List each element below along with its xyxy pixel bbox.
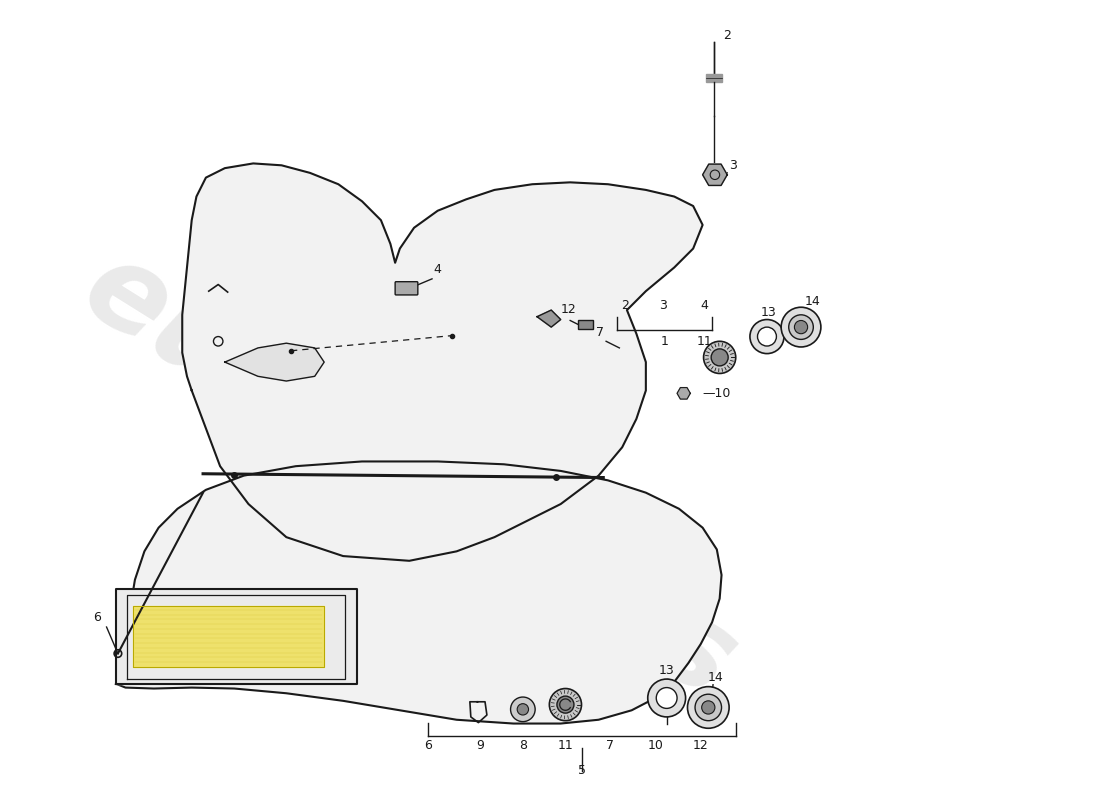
Text: 11: 11 bbox=[558, 739, 573, 752]
Circle shape bbox=[711, 349, 728, 366]
Polygon shape bbox=[537, 310, 561, 327]
FancyBboxPatch shape bbox=[395, 282, 418, 295]
Circle shape bbox=[695, 694, 722, 721]
Polygon shape bbox=[116, 589, 358, 684]
Circle shape bbox=[750, 319, 784, 354]
Circle shape bbox=[510, 697, 536, 722]
Circle shape bbox=[794, 321, 807, 334]
Text: 3: 3 bbox=[659, 299, 667, 312]
Circle shape bbox=[704, 342, 736, 374]
Text: 5: 5 bbox=[578, 764, 585, 777]
Text: eurospares: eurospares bbox=[63, 229, 756, 722]
Text: 12: 12 bbox=[560, 303, 576, 316]
Polygon shape bbox=[703, 164, 727, 186]
Text: 12: 12 bbox=[693, 739, 708, 752]
Text: 14: 14 bbox=[708, 671, 724, 684]
Text: 13: 13 bbox=[761, 306, 777, 318]
Text: 1: 1 bbox=[661, 335, 669, 348]
Text: 6: 6 bbox=[94, 611, 101, 624]
Polygon shape bbox=[116, 462, 722, 723]
Circle shape bbox=[549, 689, 582, 721]
Text: 14: 14 bbox=[804, 295, 821, 308]
Polygon shape bbox=[133, 606, 324, 666]
Circle shape bbox=[517, 704, 528, 715]
Text: a passion for parts since 1985: a passion for parts since 1985 bbox=[234, 417, 641, 686]
Text: 11: 11 bbox=[696, 335, 713, 348]
Circle shape bbox=[657, 687, 678, 708]
Polygon shape bbox=[678, 387, 691, 399]
Circle shape bbox=[702, 701, 715, 714]
Text: 2: 2 bbox=[621, 299, 629, 312]
Circle shape bbox=[648, 679, 685, 717]
Text: 2: 2 bbox=[724, 29, 732, 42]
Circle shape bbox=[781, 307, 821, 347]
Text: 10: 10 bbox=[648, 739, 663, 752]
Circle shape bbox=[758, 327, 777, 346]
Bar bbox=[706, 74, 722, 82]
Text: 7: 7 bbox=[596, 326, 604, 338]
Circle shape bbox=[789, 315, 813, 339]
Circle shape bbox=[557, 696, 574, 713]
Text: 4: 4 bbox=[433, 263, 441, 276]
Polygon shape bbox=[183, 163, 703, 561]
Circle shape bbox=[688, 686, 729, 728]
Text: 9: 9 bbox=[476, 739, 484, 752]
Text: 4: 4 bbox=[701, 299, 708, 312]
Text: 13: 13 bbox=[659, 664, 674, 678]
Text: 8: 8 bbox=[519, 739, 527, 752]
Bar bbox=[578, 319, 593, 329]
Polygon shape bbox=[224, 343, 324, 381]
Text: 3: 3 bbox=[729, 159, 737, 172]
Text: —10: —10 bbox=[703, 387, 732, 400]
Text: 6: 6 bbox=[425, 739, 432, 752]
Text: 7: 7 bbox=[606, 739, 614, 752]
